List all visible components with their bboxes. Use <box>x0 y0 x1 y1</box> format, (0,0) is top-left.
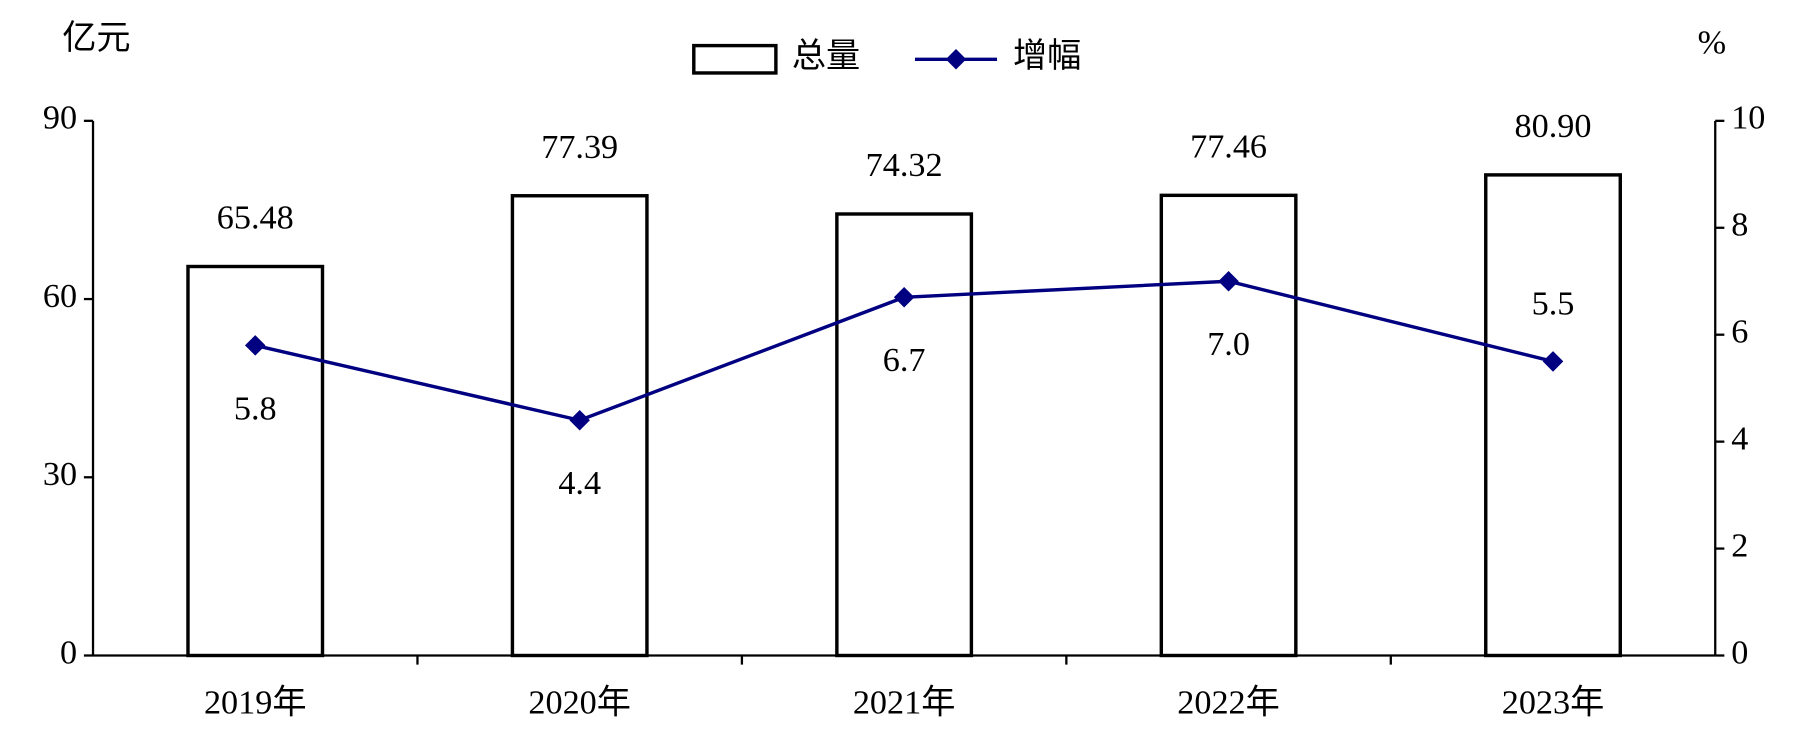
bar <box>835 212 974 658</box>
bar <box>186 264 325 658</box>
legend-label: 增幅 <box>1013 37 1081 75</box>
bar <box>1159 193 1298 658</box>
x-tick-label: 2020年 <box>528 684 631 722</box>
bar-value-label: 77.39 <box>541 129 618 166</box>
bar-value-label: 80.90 <box>1515 108 1592 145</box>
x-tick-label: 2021年 <box>853 684 956 722</box>
y2-axis-label: % <box>1698 24 1726 61</box>
bar <box>1484 173 1622 658</box>
legend-label: 总量 <box>792 37 860 75</box>
line-marker <box>893 287 915 308</box>
x-tick-label: 2019年 <box>204 684 307 722</box>
line-marker <box>1218 270 1239 292</box>
line-value-label: 6.7 <box>883 342 926 379</box>
y2-tick-label: 2 <box>1731 527 1748 564</box>
line-value-label: 4.4 <box>558 465 601 502</box>
bar-value-label: 77.46 <box>1190 129 1267 166</box>
y-tick-label: 90 <box>43 100 77 137</box>
y-tick-label: 60 <box>43 278 77 315</box>
x-tick-label: 2022年 <box>1177 684 1280 722</box>
line-value-label: 5.5 <box>1532 286 1575 323</box>
line-value-label: 7.0 <box>1207 326 1250 363</box>
y2-tick-label: 10 <box>1731 100 1765 137</box>
y-tick-label: 0 <box>60 634 77 671</box>
y-axis-label: 亿元 <box>62 19 130 57</box>
y2-tick-label: 4 <box>1731 420 1748 457</box>
y-tick-label: 30 <box>43 456 77 493</box>
legend-swatch <box>692 43 778 75</box>
line-value-label: 5.8 <box>234 390 277 427</box>
legend-marker <box>945 49 967 70</box>
line-marker <box>244 335 266 356</box>
line-marker <box>1542 351 1564 372</box>
y2-tick-label: 8 <box>1731 207 1748 244</box>
y2-tick-label: 6 <box>1731 314 1748 351</box>
bar-value-label: 65.48 <box>217 200 294 237</box>
x-tick-label: 2023年 <box>1502 684 1605 722</box>
bar-value-label: 74.32 <box>866 147 943 184</box>
y2-tick-label: 0 <box>1731 634 1748 671</box>
